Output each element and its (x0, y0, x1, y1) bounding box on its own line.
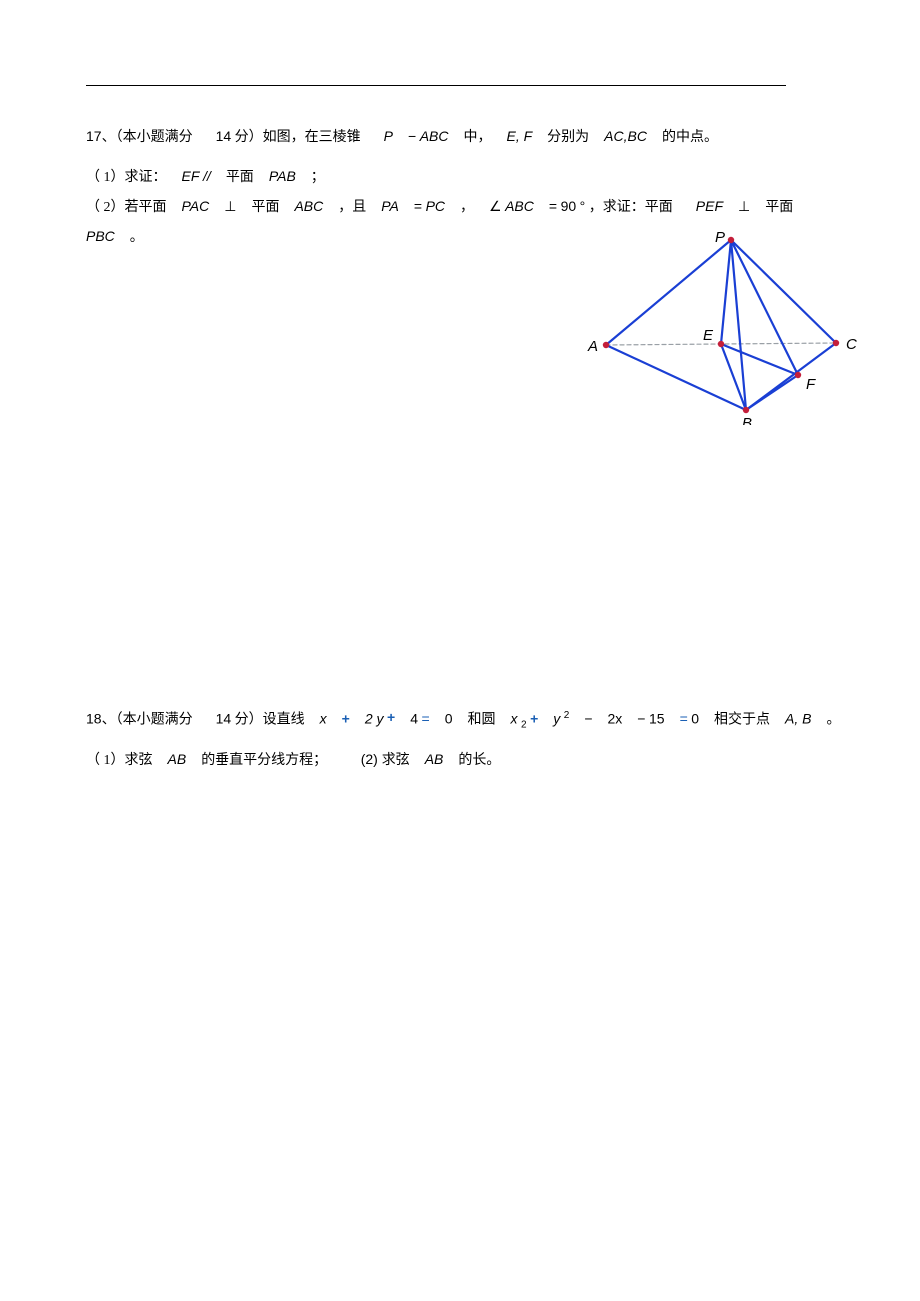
q17-line3: （ 2）若平面 PAC ⊥ 平面 ABC ，且 PA = PC ， ∠ ABC … (86, 192, 834, 222)
q17-p2-comma: ， (460, 200, 474, 215)
plus-icon: + (342, 711, 350, 727)
q18-y2-sup: 2 (564, 710, 570, 721)
plus-icon: + (530, 711, 538, 727)
q17-p2-prove: ，求证：平面 (589, 200, 673, 215)
q18-2y: 2 y (365, 711, 384, 727)
q17-p2-pw1: 平面 (251, 200, 279, 215)
q18-x: x (320, 711, 327, 727)
q18-p1-rest: 的垂直平分线方程； (201, 753, 327, 768)
q17-p2-and: ，且 (338, 200, 366, 215)
q18-y2: y (553, 711, 560, 727)
q18-txt1: 分）设直线 (235, 713, 305, 728)
q17-p2-abc2: ABC (505, 198, 534, 214)
q18-AB: A, B (785, 711, 811, 727)
q18-line1: 18、（本小题满分 14 分）设直线 x + 2 y + 4 = 0 和圆 x … (86, 702, 834, 739)
q17-mid3: 的中点。 (662, 130, 718, 145)
q17-ABC: ABC (420, 128, 449, 144)
q18-points: 14 (216, 711, 232, 727)
q17-EF: E, F (506, 128, 532, 144)
q17-p2-pef: PEF (696, 198, 723, 214)
q17-perp1: ⊥ (224, 198, 236, 214)
svg-text:A: A (587, 338, 598, 355)
q17-p2-pw2: 平面 (765, 200, 793, 215)
q17-p1-pab: PAB (269, 168, 296, 184)
q17-line2: （ 1）求证： EF // 平面 PAB ； (86, 162, 834, 192)
q17-eq2: = (549, 198, 557, 214)
horizontal-rule (86, 85, 786, 86)
q17-p2-pc: PC (426, 198, 445, 214)
q17-p2-period: 。 (130, 230, 144, 245)
q17-deg: ° (580, 198, 586, 214)
q17-p2-abc: ABC (294, 198, 323, 214)
q17-p1-ef: EF // (182, 168, 211, 184)
q18-line2: （ 1）求弦 AB 的垂直平分线方程； (2) 求弦 AB 的长。 (86, 745, 834, 775)
svg-text:B: B (742, 415, 752, 425)
q17-90: 90 (561, 198, 577, 214)
q17-dash: − (408, 128, 416, 144)
q17-p1-plane-w: 平面 (226, 170, 254, 185)
q18-period: 。 (827, 713, 841, 728)
q17-num: 17、（本小题满分 (86, 128, 193, 144)
svg-text:F: F (806, 376, 816, 393)
q18-p1: （ 1）求弦 (86, 753, 153, 768)
q18-p2-rest: 的长。 (458, 753, 500, 768)
q18-4: 4 (410, 711, 418, 727)
question-18: 18、（本小题满分 14 分）设直线 x + 2 y + 4 = 0 和圆 x … (86, 702, 834, 775)
q18-x2: x (511, 711, 518, 727)
q17-p1-prefix: （ 1）求证： (86, 170, 167, 185)
q18-num: 18、（本小题满分 (86, 711, 193, 727)
q18-15: 15 (649, 711, 665, 727)
svg-text:E: E (703, 327, 714, 344)
q17-line1: 17、（本小题满分 14 分）如图，在三棱锥 P − ABC 中， E, F 分… (86, 122, 834, 152)
q18-p2-ab: AB (425, 751, 444, 767)
q17-p2-pbc: PBC (86, 228, 115, 244)
q17-p1-semi: ； (311, 170, 325, 185)
q17-P: P (384, 128, 393, 144)
q18-p2: (2) 求弦 (361, 751, 410, 767)
q18-x2-sub: 2 (521, 719, 527, 730)
equals-icon: = (422, 711, 430, 727)
q18-and-circle: 和圆 (468, 713, 496, 728)
svg-text:C: C (846, 336, 857, 353)
minus-icon: − (637, 711, 645, 727)
q17-mid2: 分别为 (547, 130, 589, 145)
q17-p2-pac: PAC (182, 198, 210, 214)
svg-text:P: P (715, 229, 725, 246)
q17-ACBC: AC,BC (604, 128, 647, 144)
q18-2x: 2x (608, 711, 623, 727)
q18-02: 0 (691, 711, 699, 727)
q17-angle: ∠ (489, 198, 502, 214)
q17-figure: P A B C E F (586, 225, 866, 425)
q17-points: 14 (216, 128, 232, 144)
q17-mid1: 中， (463, 130, 491, 145)
q18-intersect: 相交于点 (714, 713, 770, 728)
minus-icon: − (584, 711, 592, 727)
q17-txt1: 分）如图，在三棱锥 (235, 130, 361, 145)
q17-perp2: ⊥ (738, 198, 750, 214)
equals-icon: = (680, 711, 688, 727)
q18-p1-ab: AB (168, 751, 187, 767)
plus-icon: + (387, 709, 395, 725)
q17-eq: = (414, 198, 422, 214)
q18-0: 0 (445, 711, 453, 727)
q17-p2-pa: PA (381, 198, 399, 214)
q17-p2-prefix: （ 2）若平面 (86, 200, 167, 215)
